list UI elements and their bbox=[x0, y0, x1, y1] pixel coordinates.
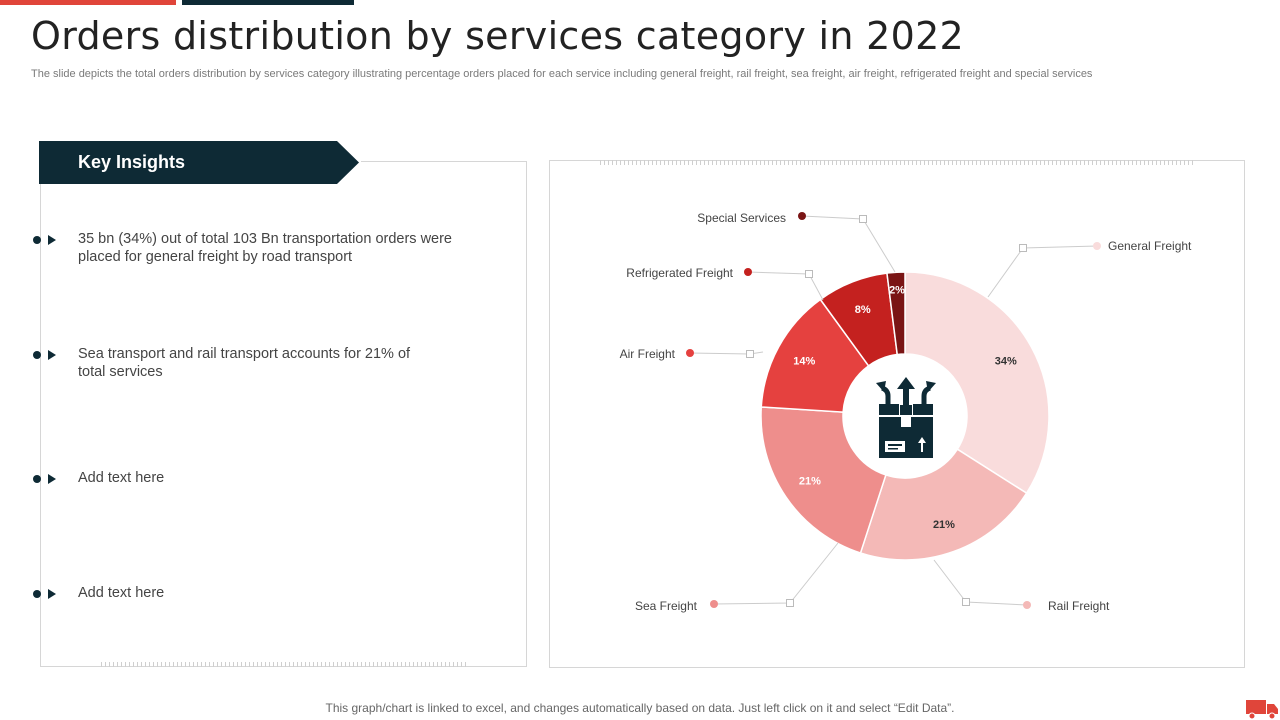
key-insights-banner bbox=[39, 141, 359, 184]
top-accent-bar-red bbox=[0, 0, 176, 5]
legend-dot-refrigerated-freight bbox=[744, 268, 752, 276]
key-insights-header: Key Insights bbox=[39, 141, 359, 184]
legend-dot-general-freight bbox=[1093, 242, 1101, 250]
insight-text: 35 bn (34%) out of total 103 Bn transpor… bbox=[78, 231, 452, 265]
page-title: Orders distribution by services category… bbox=[31, 14, 965, 58]
leader-line-general-freight bbox=[987, 245, 1098, 298]
data-label-general-freight: 34% bbox=[995, 356, 1017, 368]
data-label-refrigerated-freight: 8% bbox=[855, 304, 871, 316]
data-label-sea-freight: 21% bbox=[799, 476, 821, 488]
donut-hole bbox=[843, 354, 967, 478]
category-label-general-freight: General Freight bbox=[1108, 239, 1192, 253]
legend-dot-rail-freight bbox=[1023, 601, 1031, 609]
category-label-refrigerated-freight: Refrigerated Freight bbox=[626, 266, 733, 280]
category-label-rail-freight: Rail Freight bbox=[1048, 599, 1110, 613]
legend-dot-air-freight bbox=[686, 349, 694, 357]
page-subtitle: The slide depicts the total orders distr… bbox=[31, 68, 1093, 80]
leader-line-rail-freight bbox=[933, 559, 1028, 606]
box-with-arrows-icon bbox=[876, 377, 936, 458]
insight-text: Add text here bbox=[78, 585, 165, 601]
bullet-icon bbox=[33, 474, 56, 484]
data-label-special-services: 2% bbox=[889, 284, 905, 296]
data-label-air-freight: 14% bbox=[793, 356, 815, 368]
legend-dot-special-services bbox=[798, 212, 806, 220]
category-label-special-services: Special Services bbox=[697, 211, 786, 225]
category-label-sea-freight: Sea Freight bbox=[635, 599, 698, 613]
leader-marker-special-services bbox=[859, 215, 867, 223]
insight-text: Sea transport and rail transport account… bbox=[78, 346, 411, 380]
bullet-icon bbox=[33, 589, 56, 599]
top-accent-bar-dark bbox=[182, 0, 354, 5]
data-label-rail-freight: 21% bbox=[933, 519, 955, 531]
bullet-icon bbox=[33, 350, 56, 360]
key-insights-title: Key Insights bbox=[78, 152, 186, 172]
leader-line-special-services bbox=[801, 215, 896, 273]
leader-marker-sea-freight bbox=[786, 599, 794, 607]
bullet-icon bbox=[33, 235, 56, 245]
legend-dot-sea-freight bbox=[710, 600, 718, 608]
leader-line-sea-freight bbox=[713, 542, 839, 605]
truck-icon bbox=[1246, 700, 1278, 720]
footer-note: This graph/chart is linked to excel, and… bbox=[325, 701, 955, 715]
leader-marker-rail-freight bbox=[962, 598, 970, 606]
category-label-air-freight: Air Freight bbox=[620, 347, 676, 361]
leader-marker-refrigerated-freight bbox=[805, 270, 813, 278]
leader-marker-air-freight bbox=[746, 350, 754, 358]
chart-panel[interactable] bbox=[549, 160, 1245, 668]
insights-panel bbox=[40, 161, 527, 667]
insight-text: Add text here bbox=[78, 470, 165, 486]
leader-marker-general-freight bbox=[1019, 244, 1027, 252]
